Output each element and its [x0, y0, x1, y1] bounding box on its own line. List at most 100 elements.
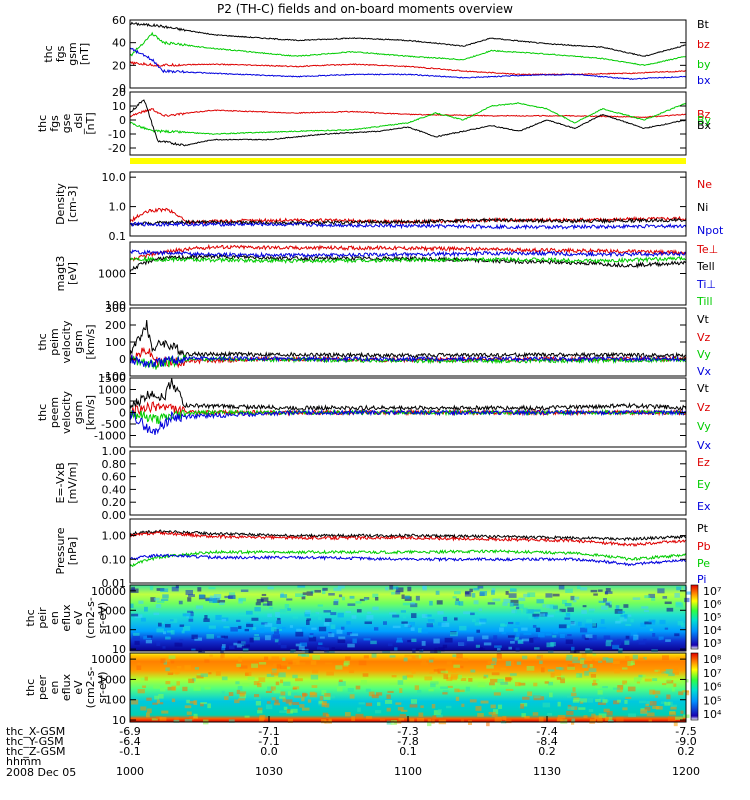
spectrogram-pixel: [453, 664, 460, 668]
spectrogram-pixel: [475, 644, 481, 648]
spectrogram-pixel: [188, 594, 195, 597]
spectrogram-pixel: [371, 653, 377, 658]
spectrogram-pixel: [410, 627, 415, 631]
spectrogram-pixel: [533, 682, 538, 687]
spectrogram-pixel: [164, 685, 169, 689]
series-line-pi: [129, 553, 687, 567]
spectrogram-pixel: [543, 613, 548, 617]
spectrogram-pixel: [565, 612, 571, 617]
spectrogram-pixel: [256, 598, 264, 603]
y-axis-label-line: (cm2-s-: [84, 597, 97, 639]
series-line-vx: [129, 408, 687, 435]
y-axis-label-line: gsm: [66, 42, 79, 65]
y-tick-label: 0.00: [102, 509, 127, 522]
spectrogram-pixel: [280, 691, 286, 696]
spectrogram-pixel: [437, 611, 444, 615]
y-tick-label: 0.40: [102, 483, 127, 496]
ephemeris-value: -7.3: [397, 725, 418, 738]
spectrogram-pixel: [154, 695, 159, 700]
ephemeris-value: 0.0: [260, 745, 278, 758]
spectrogram-pixel: [648, 719, 652, 723]
spectrogram-pixel: [328, 593, 335, 596]
spectrogram-pixel: [355, 713, 364, 719]
spectrogram-pixel: [675, 602, 684, 608]
y-axis-label-line: [mV/m]: [66, 462, 79, 503]
spectrogram-pixel: [301, 696, 305, 702]
spectrogram-pixel: [424, 676, 433, 681]
spectrogram-pixel: [545, 633, 552, 636]
spectrogram-pixel: [324, 647, 330, 653]
spectrogram-pixel: [533, 637, 541, 642]
spectrogram-pixel: [306, 591, 313, 596]
spectrogram-pixel: [536, 654, 544, 659]
spectrogram-pixel: [454, 601, 460, 606]
spectrogram-pixel: [323, 695, 331, 700]
spectrogram-pixel: [304, 612, 311, 617]
spectrogram-pixel: [323, 622, 330, 626]
spectrogram-pixel: [639, 657, 646, 662]
spectrogram-pixel: [680, 710, 684, 714]
spectrogram-pixel: [508, 593, 517, 598]
spectrogram-pixel: [199, 594, 205, 599]
spectrogram-pixel: [185, 589, 194, 595]
spectrogram-pixel: [287, 666, 291, 670]
series-line-till: [129, 255, 687, 264]
spectrogram-pixel: [583, 715, 588, 719]
spectrogram-pixel: [298, 646, 305, 650]
y-tick-label: 40: [112, 37, 126, 50]
spectrogram-pixel: [676, 586, 682, 591]
spectrogram-pixel: [258, 677, 266, 683]
spectrogram-pixel: [146, 697, 152, 701]
spectrogram-pixel: [292, 702, 300, 706]
spectrogram-pixel: [265, 704, 273, 710]
spectrogram-pixel: [336, 686, 343, 692]
legend-entry: Ne: [697, 178, 712, 191]
spectrogram-pixel: [499, 627, 504, 632]
spectrogram-pixel: [622, 680, 628, 685]
spectrogram-pixel: [130, 603, 134, 608]
spectrogram-pixel: [493, 692, 501, 696]
spectrogram-pixel: [240, 642, 248, 645]
spectrogram-pixel: [470, 612, 475, 616]
spectrogram-pixel: [166, 630, 173, 633]
spectrogram-pixel: [394, 647, 398, 652]
spectrogram-pixel: [513, 603, 519, 606]
spectrogram-pixel: [358, 660, 367, 666]
spectrogram-pixel: [573, 596, 580, 600]
legend-entry: Pe: [697, 557, 710, 570]
spectrogram-pixel: [219, 600, 226, 603]
spectrogram-pixel: [463, 611, 471, 615]
spectrogram-pixel: [416, 647, 423, 652]
spectrogram-pixel: [468, 678, 473, 682]
y-axis-label-line: fgs: [54, 45, 67, 62]
spectrogram-pixel: [420, 662, 429, 667]
spectrogram-pixel: [279, 679, 284, 684]
spectrogram-pixel: [504, 665, 511, 669]
spectrogram-pixel: [286, 709, 291, 714]
y-axis-label-line: sr-eV): [96, 671, 109, 703]
spectrogram-pixel: [363, 598, 368, 601]
spectrogram-pixel: [600, 619, 605, 624]
spectrogram-pixel: [278, 672, 286, 678]
spectrogram-pixel: [411, 655, 419, 659]
spectrogram-pixel: [564, 617, 571, 620]
y-tick-label: 300: [105, 302, 126, 315]
spectrogram-pixel: [400, 610, 406, 613]
spectrogram-pixel: [447, 685, 453, 688]
spectrogram-pixel: [397, 707, 404, 711]
spectrogram-pixel: [228, 595, 233, 599]
spectrogram-pixel: [573, 698, 581, 702]
y-axis-label-line: gsm: [72, 330, 85, 353]
spectrogram-pixel: [522, 696, 530, 700]
legend-entry: Pb: [697, 540, 711, 553]
spectrogram-pixel: [479, 618, 487, 623]
y-tick-label: 0.60: [102, 471, 127, 484]
spectrogram-pixel: [206, 634, 214, 639]
y-axis-label-line: magt3: [54, 256, 67, 292]
spectrogram-pixel: [392, 625, 401, 629]
spectrogram-pixel: [664, 601, 672, 605]
spectrogram-pixel: [603, 708, 610, 713]
spectrogram-pixel: [317, 604, 323, 607]
ephemeris-value: -7.1: [258, 735, 279, 748]
spectrogram-pixel: [605, 641, 612, 647]
